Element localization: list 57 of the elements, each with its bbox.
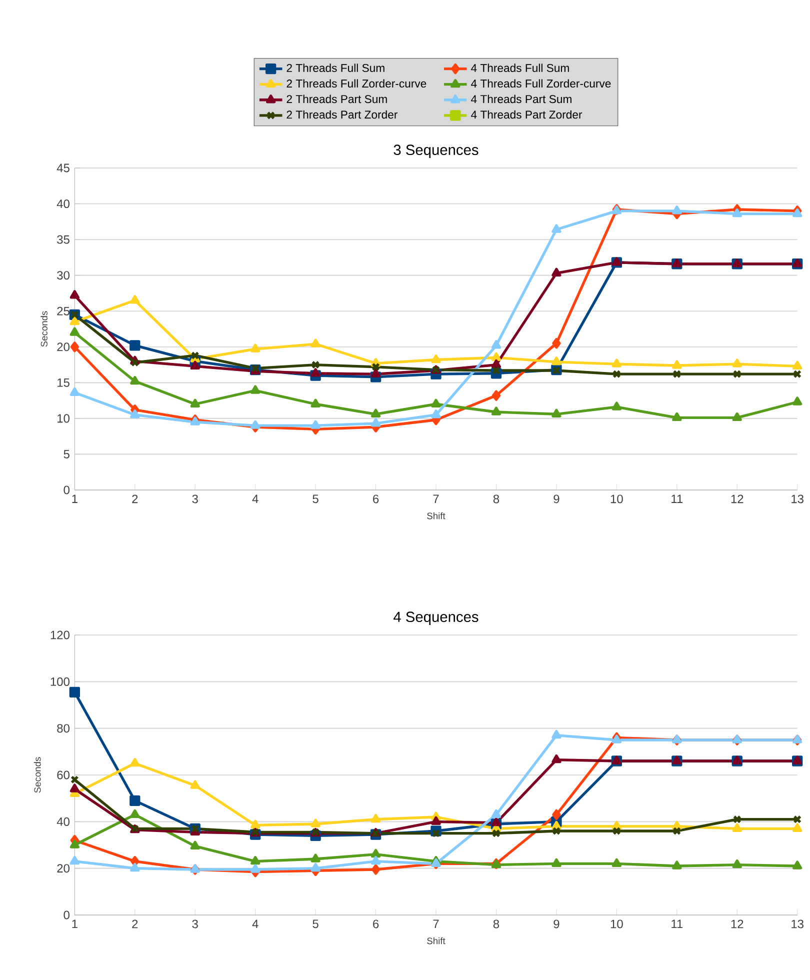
x-tick-label: 1 <box>72 920 78 928</box>
x-tick-label: 13 <box>792 920 804 928</box>
y-axis-title: Seconds <box>34 757 41 793</box>
y-tick-label: 30 <box>57 271 70 280</box>
x-axis-title: Shift <box>427 512 446 520</box>
chart-title: 4 Sequences <box>394 612 478 625</box>
x-tick-label: 9 <box>554 494 560 504</box>
y-tick-label: 80 <box>57 724 70 733</box>
y-tick-label: 60 <box>57 770 70 780</box>
legend-label: 4 Threads Full Sum <box>471 64 569 72</box>
x-tick-label: 1 <box>72 494 78 503</box>
x-tick-label: 11 <box>672 494 683 503</box>
x-tick-label: 10 <box>610 920 623 928</box>
y-tick-label: 45 <box>56 164 70 172</box>
x-tick-label: 6 <box>373 920 379 928</box>
y-tick-label: 40 <box>56 817 70 826</box>
y-axis-title: Seconds <box>40 311 48 347</box>
y-tick-label: 0 <box>64 910 70 920</box>
x-tick-label: 3 <box>192 494 198 504</box>
chart-title: 3 Sequences <box>394 144 478 158</box>
y-tick-label: 40 <box>56 200 70 208</box>
y-tick-label: 20 <box>57 342 70 352</box>
x-tick-label: 5 <box>312 494 318 504</box>
x-tick-label: 4 <box>252 494 258 503</box>
y-tick-label: 25 <box>57 306 70 316</box>
x-tick-label: 5 <box>312 920 318 928</box>
legend-label: 2 Threads Full Zorder-curve <box>286 79 426 88</box>
x-tick-label: 12 <box>731 494 744 504</box>
legend-label: 4 Threads Part Zorder <box>471 110 582 119</box>
y-tick-label: 35 <box>57 235 70 244</box>
x-tick-label: 6 <box>373 494 379 504</box>
legend-label: 2 Threads Part Zorder <box>286 110 398 119</box>
x-tick-label: 11 <box>672 920 683 928</box>
x-tick-label: 13 <box>792 494 804 504</box>
y-tick-label: 20 <box>57 864 70 873</box>
x-tick-label: 8 <box>493 494 500 504</box>
x-tick-label: 2 <box>132 920 138 928</box>
y-tick-label: 100 <box>50 677 70 686</box>
y-tick-label: 10 <box>58 414 70 423</box>
x-tick-label: 7 <box>433 494 439 503</box>
x-tick-label: 8 <box>493 920 500 928</box>
legend-label: 4 Threads Part Sum <box>471 94 572 104</box>
legend-label: 4 Threads Full Zorder-curve <box>471 79 611 88</box>
x-tick-label: 3 <box>192 920 198 928</box>
y-tick-label: 0 <box>64 486 70 494</box>
x-tick-label: 9 <box>554 920 560 928</box>
x-tick-label: 12 <box>731 920 744 928</box>
x-axis-title: Shift <box>427 937 446 944</box>
y-tick-label: 5 <box>64 450 70 458</box>
x-tick-label: 2 <box>132 494 138 504</box>
legend-label: 2 Threads Full Sum <box>286 64 384 72</box>
x-tick-label: 4 <box>252 920 258 928</box>
x-tick-label: 7 <box>433 920 439 928</box>
x-tick-label: 10 <box>610 494 623 504</box>
legend-label: 2 Threads Part Sum <box>286 94 387 104</box>
y-tick-label: 15 <box>58 378 70 387</box>
y-tick-label: 120 <box>50 630 70 640</box>
